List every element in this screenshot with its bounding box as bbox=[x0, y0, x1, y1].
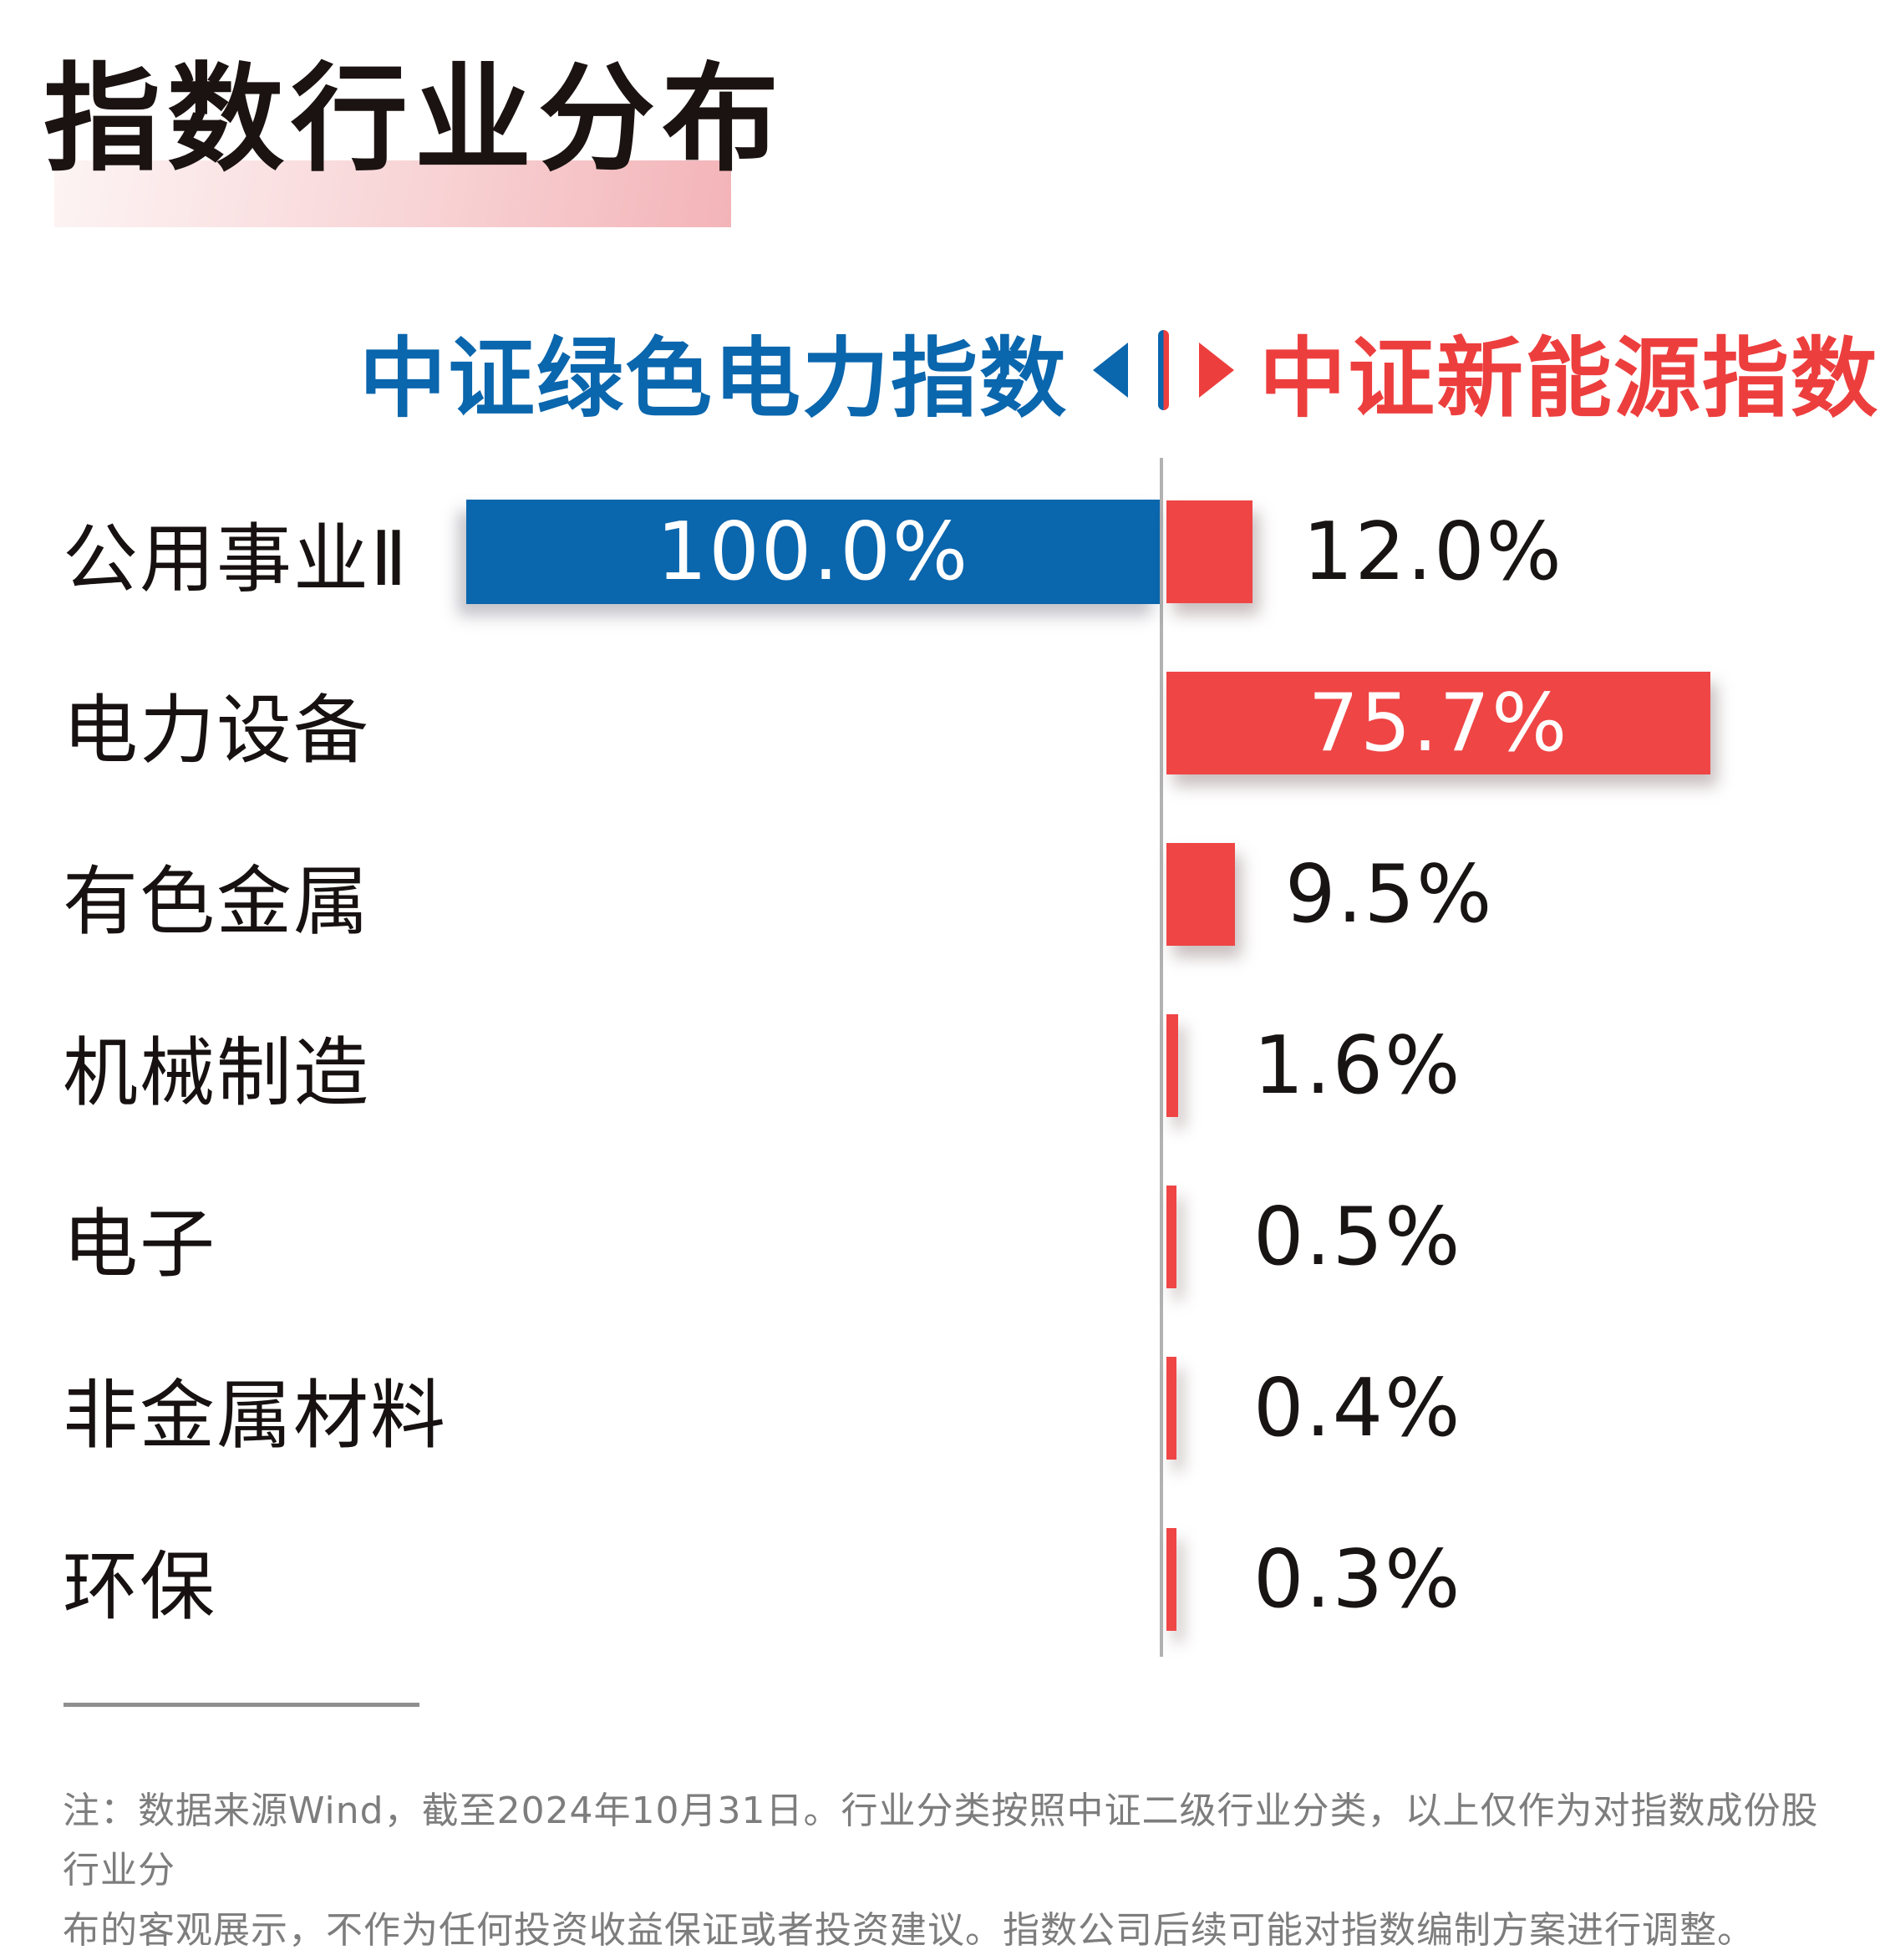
arrow-right-icon bbox=[1199, 343, 1235, 398]
legend-divider bbox=[1093, 330, 1235, 410]
value-label: 0.4% bbox=[1253, 1362, 1462, 1455]
chart-row-machinery: 机械制造 1.6% bbox=[0, 1013, 1880, 1118]
right-bar bbox=[1166, 500, 1252, 603]
bar-value-label: 75.7% bbox=[1308, 677, 1569, 769]
legend: 中证绿色电力指数 中证新能源指数 bbox=[359, 316, 1879, 429]
value-label: 12.0% bbox=[1303, 505, 1563, 598]
category-label: 有色金属 bbox=[63, 857, 370, 946]
category-label: 环保 bbox=[63, 1542, 216, 1631]
title-highlight-band bbox=[54, 160, 731, 227]
chart-row-nonmetal-materials: 非金属材料 0.4% bbox=[0, 1356, 1880, 1460]
category-label: 电力设备 bbox=[63, 686, 370, 774]
chart-row-environmental: 环保 0.3% bbox=[0, 1527, 1880, 1632]
chart-row-nonferrous-metals: 有色金属 9.5% bbox=[0, 842, 1880, 947]
gradient-divider-bar bbox=[1158, 330, 1170, 410]
category-label: 公用事业Ⅱ bbox=[63, 515, 409, 603]
chart-row-electronics: 电子 0.5% bbox=[0, 1185, 1880, 1289]
right-bar: 75.7% bbox=[1166, 672, 1710, 774]
value-label: 0.5% bbox=[1253, 1191, 1462, 1283]
left-bar: 100.0% bbox=[466, 500, 1160, 604]
category-label: 电子 bbox=[63, 1200, 216, 1288]
right-bar bbox=[1166, 843, 1235, 946]
category-label: 非金属材料 bbox=[63, 1371, 447, 1460]
legend-left-index-label: 中证绿色电力指数 bbox=[359, 327, 1069, 429]
center-axis-line bbox=[1160, 458, 1163, 1657]
bar-value-label: 100.0% bbox=[656, 505, 970, 598]
right-bar bbox=[1166, 1528, 1176, 1631]
value-label: 9.5% bbox=[1285, 848, 1494, 941]
right-bar bbox=[1166, 1186, 1176, 1288]
arrow-left-icon bbox=[1093, 343, 1129, 398]
right-bar bbox=[1166, 1357, 1176, 1460]
value-label: 1.6% bbox=[1253, 1019, 1462, 1112]
category-label: 机械制造 bbox=[63, 1028, 370, 1117]
page-title: 指数行业分布 bbox=[43, 52, 786, 188]
footnote: 注：数据来源Wind，截至2024年10月31日。行业分类按照中证二级行业分类，… bbox=[63, 1781, 1842, 1960]
right-bar bbox=[1166, 1014, 1178, 1117]
chart-row-utilities: 公用事业Ⅱ 100.0% 12.0% bbox=[0, 500, 1880, 604]
legend-right-index-label: 中证新能源指数 bbox=[1259, 327, 1880, 429]
value-label: 0.3% bbox=[1253, 1533, 1462, 1626]
footnote-line-2: 布的客观展示，不作为任何投资收益保证或者投资建议。指数公司后续可能对指数编制方案… bbox=[63, 1908, 1755, 1952]
chart-row-power-equipment: 电力设备 75.7% bbox=[0, 671, 1880, 775]
bidirectional-bar-chart: 公用事业Ⅱ 100.0% 12.0% 电力设备 75.7% 有色金属 9.5% … bbox=[0, 458, 1880, 1657]
footnote-line-1: 注：数据来源Wind，截至2024年10月31日。行业分类按照中证二级行业分类，… bbox=[63, 1790, 1819, 1892]
footer-divider-line bbox=[64, 1703, 419, 1707]
